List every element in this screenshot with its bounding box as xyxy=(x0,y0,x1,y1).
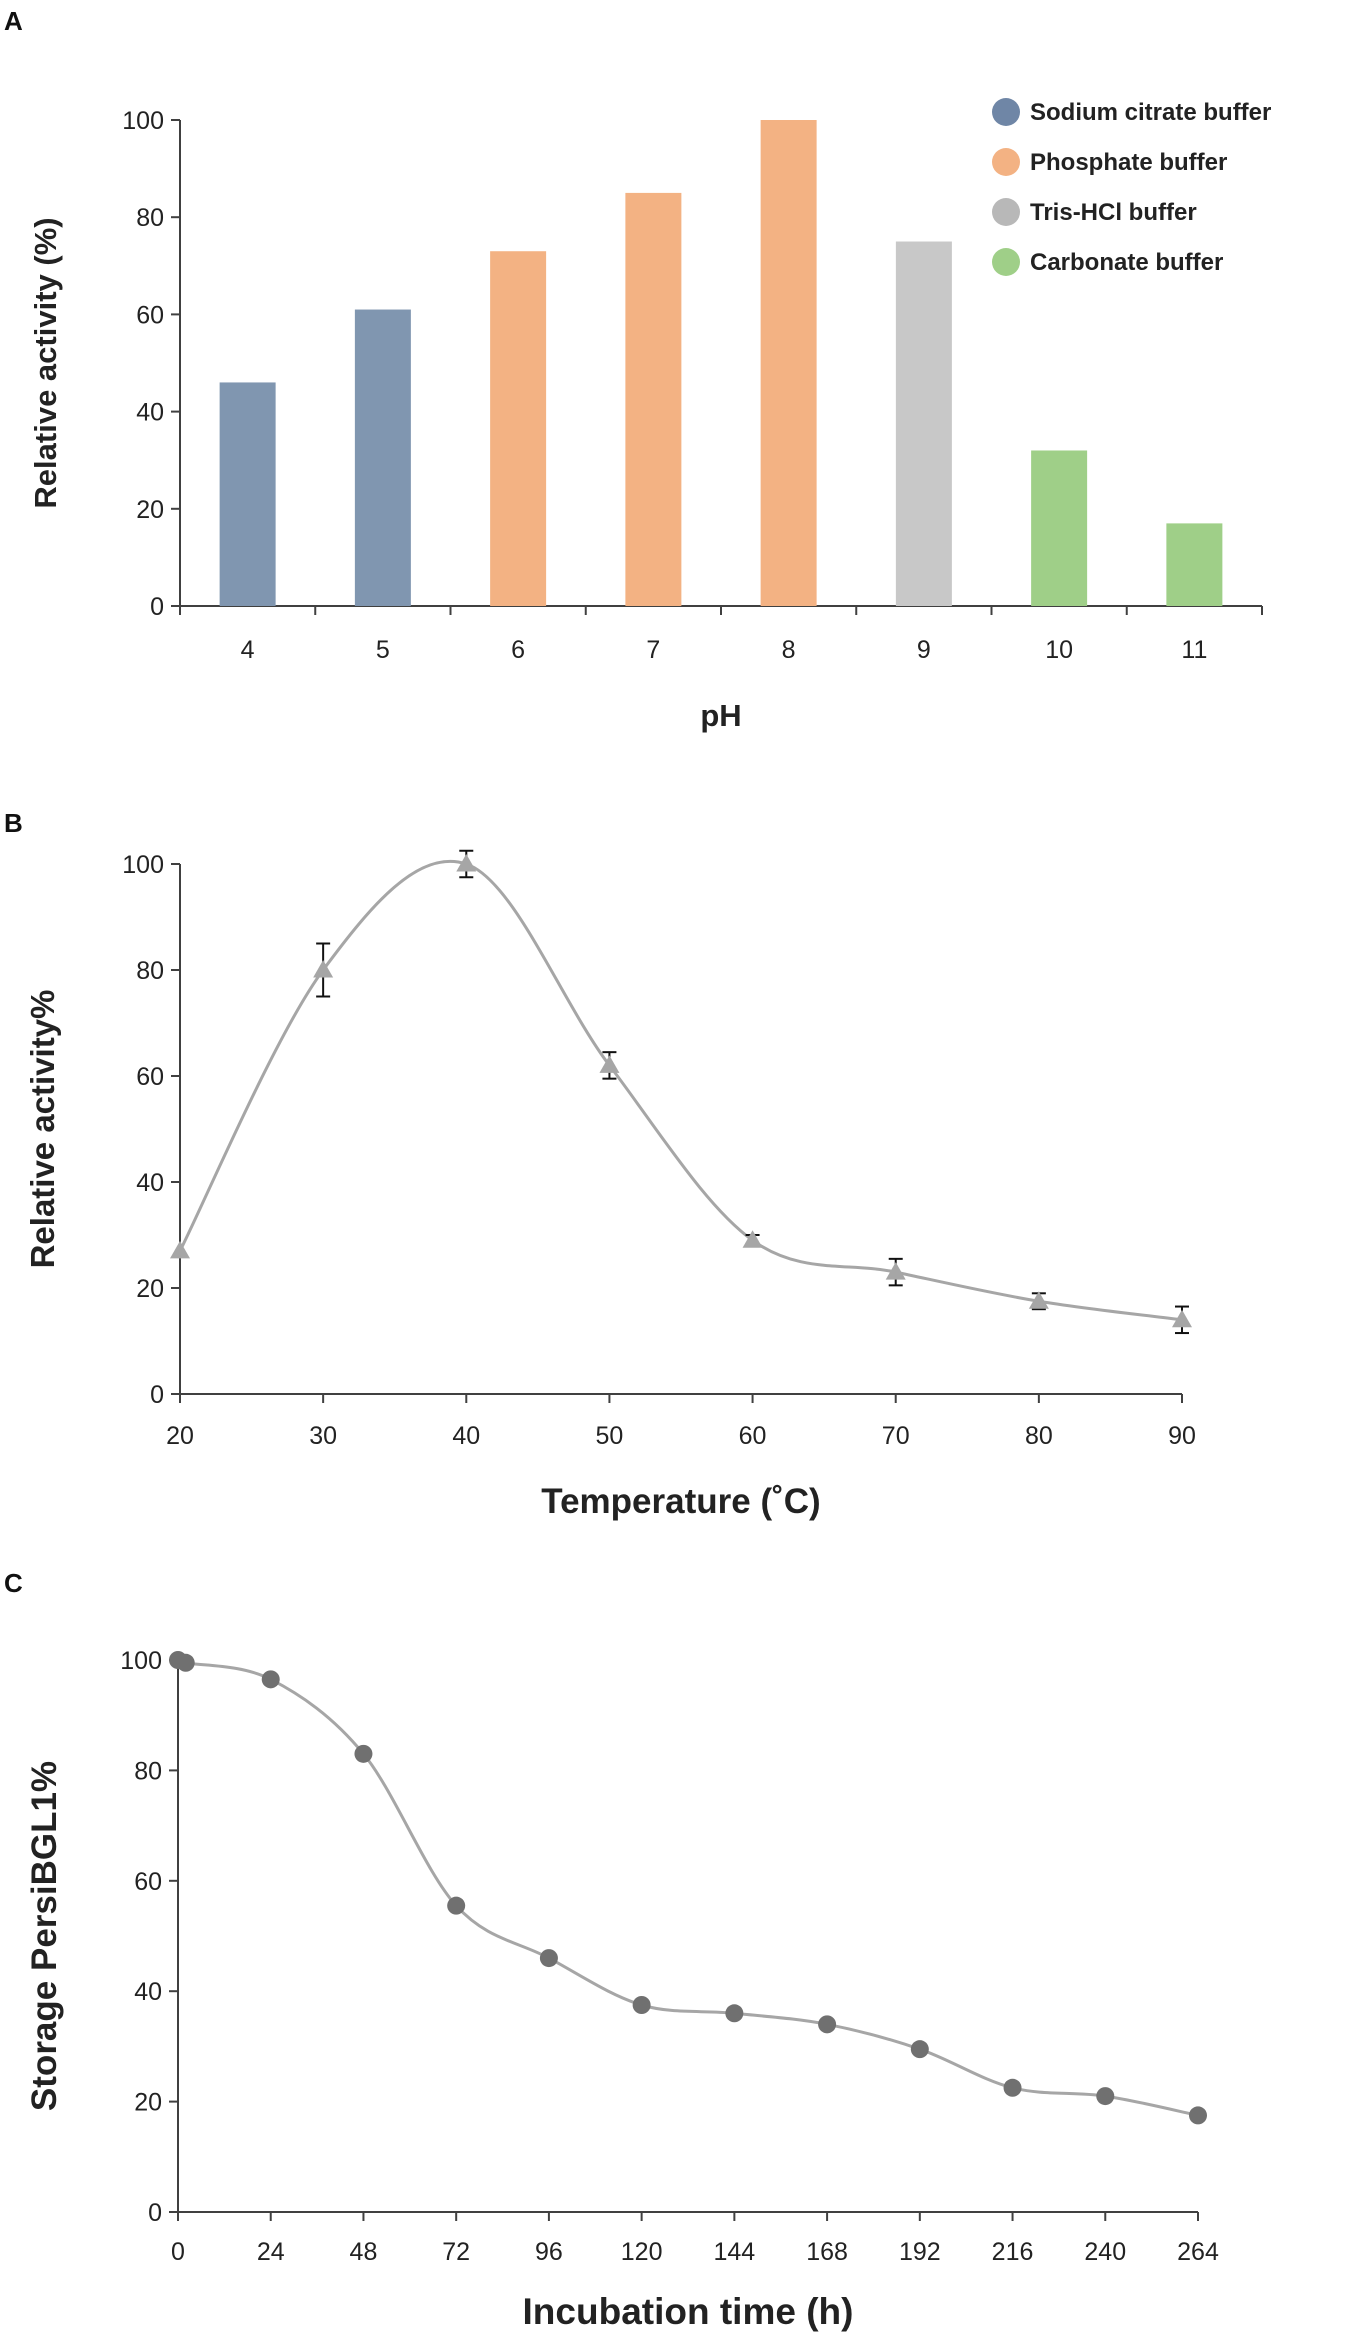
data-point-264 xyxy=(1189,2106,1207,2125)
data-point-60 xyxy=(742,1230,763,1248)
x-tick-label: 7 xyxy=(646,636,660,664)
data-point-30 xyxy=(313,960,334,978)
bar-ph-8 xyxy=(760,120,817,606)
legend-label: Phosphate buffer xyxy=(1030,149,1227,176)
data-point-48 xyxy=(354,1744,373,1763)
data-point-40 xyxy=(456,854,477,872)
y-tick-label: 60 xyxy=(136,1063,164,1091)
legend-label: Carbonate buffer xyxy=(1030,249,1223,276)
y-tick-label: 80 xyxy=(134,1757,162,1785)
y-tick-label: 60 xyxy=(134,1868,162,1896)
x-tick-label: 10 xyxy=(1045,636,1073,664)
x-tick-label: 40 xyxy=(452,1422,480,1450)
bar-ph-5 xyxy=(354,309,411,606)
y-tick-label: 100 xyxy=(122,851,164,879)
legend-swatch xyxy=(992,98,1020,126)
data-point-20 xyxy=(170,1240,190,1259)
y-axis-title: Relative activity (%) xyxy=(28,217,63,508)
panel-letter-a: A xyxy=(4,6,23,36)
data-point-96 xyxy=(539,1949,558,1968)
bar-ph-10 xyxy=(1031,450,1088,606)
data-point-120 xyxy=(632,1996,651,2014)
x-tick-label: 90 xyxy=(1168,1422,1196,1450)
x-tick-label: 168 xyxy=(806,2238,848,2266)
y-tick-label: 20 xyxy=(136,496,164,524)
x-tick-label: 8 xyxy=(782,636,796,664)
panel-letter-b: B xyxy=(4,808,23,838)
y-tick-label: 80 xyxy=(136,957,164,985)
x-tick-label: 216 xyxy=(992,2238,1034,2266)
bar-ph-11 xyxy=(1166,523,1223,606)
x-tick-label: 4 xyxy=(241,636,255,664)
x-tick-label: 240 xyxy=(1084,2238,1126,2266)
storage-chart: 0 20 40 60 80 100 Storage PersiBGL1% 0 24 48 72 96 1… xyxy=(25,1647,1219,2332)
y-tick-label: 0 xyxy=(150,593,164,621)
data-point-70 xyxy=(885,1262,906,1280)
data-point-216 xyxy=(1003,2078,1022,2097)
y-tick-label: 100 xyxy=(120,1647,162,1675)
series-line xyxy=(178,859,1183,1322)
data-point-2 xyxy=(176,1653,195,1672)
y-axis-title: Relative activity% xyxy=(24,990,61,1269)
y-axis-title: Storage PersiBGL1% xyxy=(25,1761,64,2111)
y-tick-label: 60 xyxy=(136,301,164,329)
bar-ph-7 xyxy=(625,192,682,606)
x-tick-label: 96 xyxy=(535,2238,563,2266)
x-tick-label: 24 xyxy=(257,2238,285,2266)
x-tick-label: 50 xyxy=(596,1422,624,1450)
ph-chart: 0 20 40 60 80 100 Relative activity (%) 4 5 6 7 8 9 1… xyxy=(28,98,1271,733)
y-tick-label: 80 xyxy=(136,204,164,232)
bar-ph-9 xyxy=(895,241,952,606)
x-tick-label: 72 xyxy=(442,2238,470,2266)
x-tick-label: 6 xyxy=(511,636,525,664)
x-tick-label: 60 xyxy=(739,1422,767,1450)
data-point-90 xyxy=(1172,1309,1192,1328)
data-point-144 xyxy=(725,2004,744,2023)
data-point-192 xyxy=(910,2040,929,2059)
data-point-50 xyxy=(599,1055,620,1073)
data-point-240 xyxy=(1096,2087,1115,2106)
x-tick-label: 20 xyxy=(166,1422,194,1450)
y-tick-label: 0 xyxy=(148,2199,162,2227)
data-point-168 xyxy=(818,2015,837,2034)
x-tick-label: 30 xyxy=(309,1422,337,1450)
legend-label: Tris-HCl buffer xyxy=(1030,199,1197,226)
x-tick-label: 5 xyxy=(376,636,390,664)
y-tick-label: 100 xyxy=(122,107,164,135)
legend-swatch xyxy=(992,248,1020,276)
x-axis-title: pH xyxy=(700,698,741,733)
x-tick-label: 144 xyxy=(714,2238,756,2266)
x-tick-label: 11 xyxy=(1181,636,1207,664)
y-tick-label: 40 xyxy=(136,1169,164,1197)
legend: Sodium citrate buffer Phosphate buffer Tri… xyxy=(992,98,1271,276)
legend-swatch xyxy=(992,198,1020,226)
y-tick-label: 40 xyxy=(134,1978,162,2006)
y-tick-label: 20 xyxy=(134,2089,162,2117)
x-tick-label: 120 xyxy=(621,2238,663,2266)
x-tick-label: 48 xyxy=(350,2238,378,2266)
y-tick-label: 0 xyxy=(150,1381,164,1409)
x-axis-title: Temperature (˚C) xyxy=(541,1482,820,1521)
x-tick-label: 0 xyxy=(171,2238,185,2266)
data-point-72 xyxy=(447,1896,466,1915)
x-tick-label: 264 xyxy=(1177,2238,1219,2266)
panel-letter-c: C xyxy=(4,1568,23,1598)
bar-ph-4 xyxy=(219,382,276,606)
x-tick-label: 192 xyxy=(899,2238,941,2266)
y-tick-label: 20 xyxy=(136,1275,164,1303)
legend-swatch xyxy=(992,148,1020,176)
x-tick-label: 9 xyxy=(917,636,931,664)
series-line xyxy=(175,1658,1199,2117)
bar-ph-6 xyxy=(490,251,547,606)
y-tick-label: 40 xyxy=(136,399,164,427)
x-tick-label: 70 xyxy=(882,1422,910,1450)
x-tick-label: 80 xyxy=(1025,1422,1053,1450)
data-point-80 xyxy=(1028,1291,1049,1309)
legend-label: Sodium citrate buffer xyxy=(1030,99,1271,126)
data-point-24 xyxy=(261,1670,280,1689)
x-axis-title: Incubation time (h) xyxy=(523,2291,854,2332)
